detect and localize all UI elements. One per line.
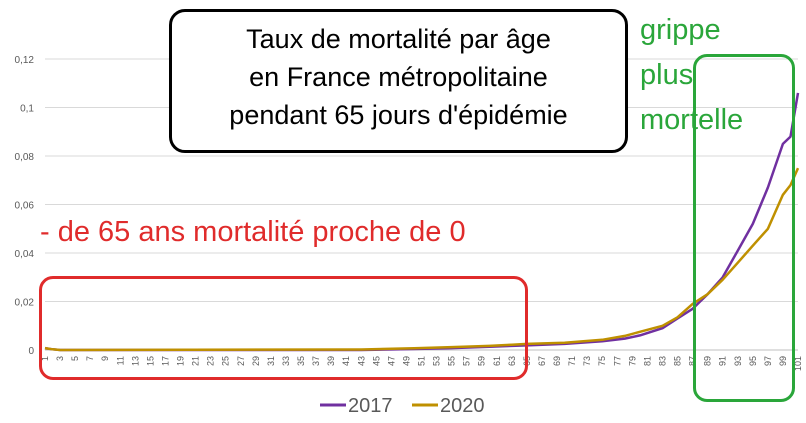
x-tick-label: 81 [642, 356, 652, 366]
x-tick-label: 19 [176, 356, 186, 366]
x-tick-label: 95 [748, 356, 758, 366]
x-tick-label: 53 [432, 356, 442, 366]
y-tick-label: 0,12 [15, 55, 35, 66]
y-tick-label: 0,1 [20, 104, 34, 115]
x-tick-label: 11 [115, 356, 125, 365]
legend-label-2020: 2020 [440, 395, 485, 417]
x-tick-label: 49 [401, 356, 411, 366]
x-tick-label: 27 [236, 356, 246, 366]
x-tick-label: 91 [718, 356, 728, 366]
x-tick-label: 41 [341, 356, 351, 366]
y-axis-ticks: 0 0,02 0,04 0,06 0,08 0,1 0,12 [15, 55, 35, 357]
flu-annotation-line-1: grippe [640, 14, 721, 46]
x-tick-label: 77 [612, 356, 622, 366]
x-tick-label: 101 [793, 356, 803, 371]
y-tick-label: 0 [28, 346, 34, 357]
x-tick-label: 51 [417, 356, 427, 366]
x-tick-label: 97 [763, 356, 773, 366]
x-tick-label: 25 [221, 356, 231, 366]
x-tick-label: 47 [386, 356, 396, 366]
x-tick-label: 55 [447, 356, 457, 366]
x-tick-label: 35 [296, 356, 306, 366]
x-tick-label: 67 [537, 356, 547, 366]
x-tick-label: 45 [371, 356, 381, 366]
x-tick-label: 79 [627, 356, 637, 366]
x-tick-label: 7 [85, 356, 95, 361]
x-tick-label: 23 [206, 356, 216, 366]
x-tick-label: 13 [130, 356, 140, 366]
flu-annotation-line-3: mortelle [640, 104, 744, 136]
x-tick-label: 75 [597, 356, 607, 366]
x-tick-label: 85 [673, 356, 683, 366]
x-tick-label: 43 [356, 356, 366, 366]
x-tick-label: 17 [160, 356, 170, 366]
y-tick-label: 0,06 [15, 201, 35, 212]
x-tick-label: 1 [40, 356, 50, 361]
x-tick-label: 21 [191, 356, 201, 366]
x-tick-label: 59 [477, 356, 487, 366]
x-tick-label: 61 [492, 356, 502, 366]
x-tick-label: 63 [507, 356, 517, 366]
x-tick-label: 5 [70, 356, 80, 361]
series-line-2020 [44, 167, 800, 352]
x-tick-label: 93 [733, 356, 743, 366]
x-tick-label: 57 [462, 356, 472, 366]
x-tick-label: 71 [567, 356, 577, 366]
flu-annotation-line-2: plus [640, 59, 694, 91]
x-tick-label: 15 [145, 356, 155, 366]
chart-title-line-3: pendant 65 jours d'épidémie [229, 100, 568, 130]
x-tick-label: 89 [703, 356, 713, 366]
x-tick-label: 29 [251, 356, 261, 366]
legend: 2017 2020 [320, 395, 485, 417]
elderly-highlight-box [693, 54, 795, 402]
x-tick-label: 39 [326, 356, 336, 366]
x-tick-label: 73 [582, 356, 592, 366]
legend-label-2017: 2017 [348, 395, 393, 417]
x-tick-label: 9 [100, 356, 110, 361]
x-tick-label: 99 [778, 356, 788, 366]
x-tick-label: 33 [281, 356, 291, 366]
y-tick-label: 0,04 [15, 249, 35, 260]
x-tick-label: 31 [266, 356, 276, 366]
under-65-annotation: - de 65 ans mortalité proche de 0 [40, 216, 466, 248]
chart-title-line-2: en France métropolitaine [249, 62, 548, 92]
x-tick-label: 37 [311, 356, 321, 366]
series-lines [44, 92, 800, 352]
y-tick-label: 0,08 [15, 152, 35, 163]
chart-title-box: Taux de mortalité par âge en France métr… [169, 9, 628, 153]
chart-title-line-1: Taux de mortalité par âge [246, 24, 551, 54]
flu-deadlier-annotation: grippe plus mortelle [640, 8, 743, 143]
x-axis-ticks: 1 3 5 7 9 11 13 15 17 19 21 23 25 27 29 31 33 35 37 39 41 43 4… [40, 356, 803, 371]
x-tick-label: 69 [552, 356, 562, 366]
x-tick-label: 83 [657, 356, 667, 366]
y-tick-label: 0,02 [15, 298, 35, 309]
under-65-highlight-box [39, 276, 528, 380]
x-tick-label: 87 [688, 356, 698, 366]
x-tick-label: 3 [55, 356, 65, 361]
